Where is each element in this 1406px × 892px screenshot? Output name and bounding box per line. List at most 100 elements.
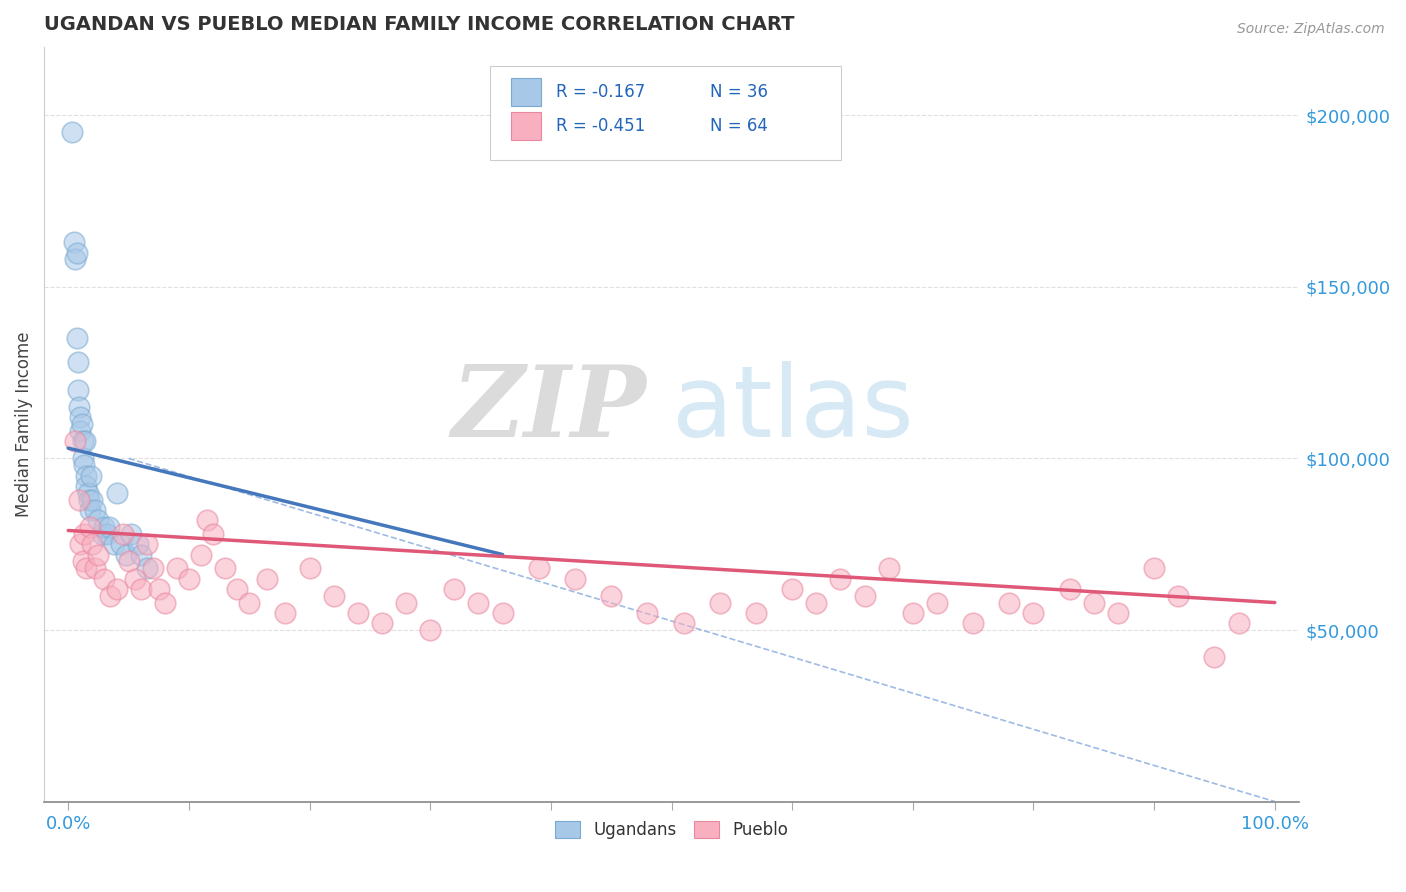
FancyBboxPatch shape [510, 112, 541, 140]
Point [636, 606, 658, 620]
Point [780, 582, 803, 596]
Point [63, 235, 86, 250]
Point [73, 527, 96, 541]
Point [70, 417, 93, 431]
Point [79, 503, 101, 517]
Point [202, 527, 225, 541]
Text: N = 36: N = 36 [710, 83, 769, 101]
Point [962, 616, 984, 631]
Point [467, 596, 489, 610]
Point [66, 383, 89, 397]
Point [806, 596, 828, 610]
Point [93, 572, 115, 586]
Text: UGANDAN VS PUEBLO MEDIAN FAMILY INCOME CORRELATION CHART: UGANDAN VS PUEBLO MEDIAN FAMILY INCOME C… [44, 15, 794, 34]
Point [69, 410, 91, 425]
Point [96, 527, 118, 541]
Point [1204, 650, 1226, 665]
Text: ZIP: ZIP [451, 360, 647, 458]
Point [69, 424, 91, 438]
Point [75, 479, 97, 493]
Point [998, 596, 1021, 610]
Point [60, 125, 83, 139]
Point [600, 589, 623, 603]
Point [371, 616, 394, 631]
Point [322, 589, 344, 603]
Point [153, 596, 176, 610]
Text: R = -0.451: R = -0.451 [557, 117, 645, 135]
Point [120, 527, 142, 541]
Point [853, 589, 876, 603]
Point [214, 561, 236, 575]
Point [1167, 589, 1189, 603]
Point [67, 492, 90, 507]
Point [66, 245, 89, 260]
Text: atlas: atlas [672, 360, 912, 458]
Point [77, 492, 100, 507]
Point [527, 561, 550, 575]
Point [75, 468, 97, 483]
Point [491, 606, 513, 620]
Point [195, 513, 218, 527]
Point [564, 572, 586, 586]
Point [91, 527, 114, 541]
Point [73, 458, 96, 473]
Y-axis label: Median Family Income: Median Family Income [15, 331, 32, 516]
Point [274, 606, 297, 620]
Point [110, 537, 132, 551]
Point [1143, 561, 1166, 575]
Point [80, 468, 103, 483]
Point [129, 582, 152, 596]
Point [87, 513, 110, 527]
Point [419, 623, 441, 637]
Point [901, 606, 924, 620]
Point [117, 554, 139, 568]
Point [1083, 596, 1105, 610]
Text: Source: ZipAtlas.com: Source: ZipAtlas.com [1237, 22, 1385, 37]
Point [346, 606, 368, 620]
Point [124, 572, 146, 586]
Point [66, 331, 89, 345]
Point [115, 548, 138, 562]
Point [103, 537, 125, 551]
Point [65, 434, 87, 449]
Point [100, 589, 122, 603]
Point [135, 537, 157, 551]
Point [79, 520, 101, 534]
Point [75, 434, 97, 449]
Point [830, 572, 852, 586]
Point [672, 616, 695, 631]
Point [148, 582, 170, 596]
FancyBboxPatch shape [489, 65, 841, 160]
Point [1022, 606, 1045, 620]
Point [98, 520, 121, 534]
Point [127, 537, 149, 551]
Point [82, 492, 104, 507]
Point [66, 355, 89, 369]
Point [1059, 582, 1081, 596]
Point [395, 596, 418, 610]
Point [177, 572, 200, 586]
Point [745, 606, 768, 620]
Point [83, 561, 105, 575]
Point [93, 520, 115, 534]
Point [226, 582, 249, 596]
Point [72, 554, 94, 568]
Point [72, 434, 94, 449]
Point [75, 561, 97, 575]
Point [105, 485, 128, 500]
Point [256, 572, 278, 586]
Point [1107, 606, 1129, 620]
Point [709, 596, 731, 610]
Text: N = 64: N = 64 [710, 117, 768, 135]
Point [238, 596, 260, 610]
Point [1227, 616, 1250, 631]
Point [83, 503, 105, 517]
Point [443, 582, 465, 596]
Point [190, 548, 212, 562]
Point [877, 561, 900, 575]
Point [129, 548, 152, 562]
Text: R = -0.167: R = -0.167 [557, 83, 645, 101]
Point [135, 561, 157, 575]
Point [65, 252, 87, 267]
Point [76, 485, 98, 500]
